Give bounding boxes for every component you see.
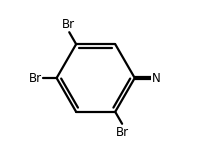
Text: Br: Br [115,126,129,139]
Text: N: N [151,71,160,85]
Text: Br: Br [29,71,42,85]
Text: Br: Br [62,18,75,31]
